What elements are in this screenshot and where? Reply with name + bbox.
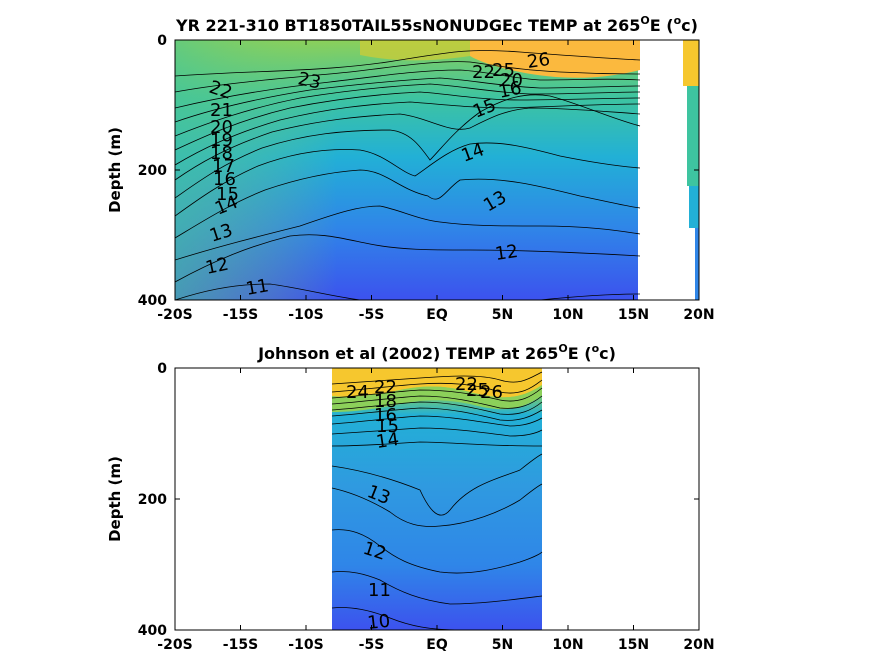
top-x-tick-label: -10S <box>288 307 323 323</box>
top-label-12b: 12 <box>494 241 520 265</box>
bottom-axis-ticks: -20S -15S -10S -5S EQ 5N 10N 15N 20N 0 200 400 <box>138 361 715 653</box>
top-x-tick-label: 15N <box>618 307 649 323</box>
top-label-16: 16 <box>213 169 236 190</box>
top-chart-title: YR 221-310 BT1850TAIL55sNONUDGEc TEMP at… <box>175 14 698 35</box>
top-x-tick-label: 10N <box>552 307 583 323</box>
top-label-25: 25 <box>492 60 515 81</box>
top-warm-band <box>360 40 470 61</box>
top-y-tick-label: 0 <box>157 33 167 49</box>
top-warm-pool <box>470 40 640 78</box>
bottom-warm-pool <box>332 368 542 398</box>
top-y-axis-label: Depth (m) <box>106 127 124 213</box>
bottom-x-tick-label: -20S <box>157 637 192 653</box>
top-y-tick-label: 400 <box>138 293 167 309</box>
bottom-y-tick-label: 400 <box>138 623 167 639</box>
top-label-16b: 16 <box>497 78 524 103</box>
top-label-18: 18 <box>210 143 233 164</box>
bottom-x-tick-label: -5S <box>359 637 385 653</box>
top-field: 22 23 21 20 19 18 17 16 15 14 13 12 11 2… <box>175 40 699 300</box>
top-label-23: 23 <box>296 68 323 93</box>
top-x-tick-label: 5N <box>492 307 513 323</box>
top-x-tick-label: -5S <box>359 307 385 323</box>
top-contours <box>175 50 641 300</box>
bottom-x-tick-label: -10S <box>288 637 323 653</box>
bottom-chart: Johnson et al (2002) TEMP at 265OE (oc) <box>106 342 715 653</box>
bottom-label-22a: 22 <box>374 377 397 398</box>
top-x-tick-label: -15S <box>223 307 258 323</box>
bottom-label-16: 16 <box>374 405 397 426</box>
top-label-26: 26 <box>526 49 552 73</box>
top-axis-ticks: -20S -15S -10S -5S EQ 5N 10N 15N 20N 0 200 400 <box>138 33 715 323</box>
bottom-x-tick-label: 20N <box>683 637 714 653</box>
top-x-tick-label: EQ <box>426 307 448 323</box>
top-chart: YR 221-310 BT1850TAIL55sNONUDGEc TEMP at… <box>106 14 715 323</box>
top-label-22b: 22 <box>472 62 495 83</box>
top-east-strip-teal <box>687 86 699 186</box>
bottom-x-tick-label: EQ <box>426 637 448 653</box>
top-x-tick-label: 20N <box>683 307 714 323</box>
top-label-20: 20 <box>210 117 233 138</box>
top-east-strip-warm <box>683 40 699 86</box>
bottom-x-tick-label: 15N <box>618 637 649 653</box>
top-label-11: 11 <box>244 275 270 300</box>
top-label-12a: 12 <box>204 254 231 279</box>
top-field-shade <box>175 40 638 300</box>
top-label-17: 17 <box>212 156 235 177</box>
top-label-20b: 20 <box>500 70 523 91</box>
top-east-strip-blue <box>695 228 699 300</box>
bottom-label-22b: 22 <box>455 374 478 395</box>
bottom-y-axis-label: Depth (m) <box>106 456 124 542</box>
bottom-label-26: 26 <box>480 382 503 403</box>
bottom-field-base <box>332 368 542 630</box>
bottom-label-14: 14 <box>375 429 401 453</box>
bottom-field: 24 22 18 16 15 14 13 12 11 10 22 25 26 <box>331 368 543 634</box>
bottom-chart-title: Johnson et al (2002) TEMP at 265OE (oc) <box>257 342 616 363</box>
bottom-label-24: 24 <box>346 382 369 403</box>
bottom-label-15: 15 <box>376 416 399 437</box>
bottom-x-tick-label: 10N <box>552 637 583 653</box>
top-east-strip-cyan <box>689 186 699 228</box>
bottom-label-11: 11 <box>368 580 391 601</box>
bottom-label-10: 10 <box>366 611 391 634</box>
bottom-y-tick-label: 0 <box>157 361 167 377</box>
top-label-19: 19 <box>210 130 233 151</box>
bottom-label-18: 18 <box>374 391 397 412</box>
bottom-y-tick-label: 200 <box>138 492 167 508</box>
bottom-label-25: 25 <box>466 380 489 401</box>
top-label-21: 21 <box>210 100 233 121</box>
bottom-x-tick-label: 5N <box>492 637 513 653</box>
top-label-15a: 15 <box>216 184 239 205</box>
bottom-x-tick-label: -15S <box>223 637 258 653</box>
bottom-contours <box>331 371 543 630</box>
top-y-tick-label: 200 <box>138 163 167 179</box>
top-x-tick-label: -20S <box>157 307 192 323</box>
